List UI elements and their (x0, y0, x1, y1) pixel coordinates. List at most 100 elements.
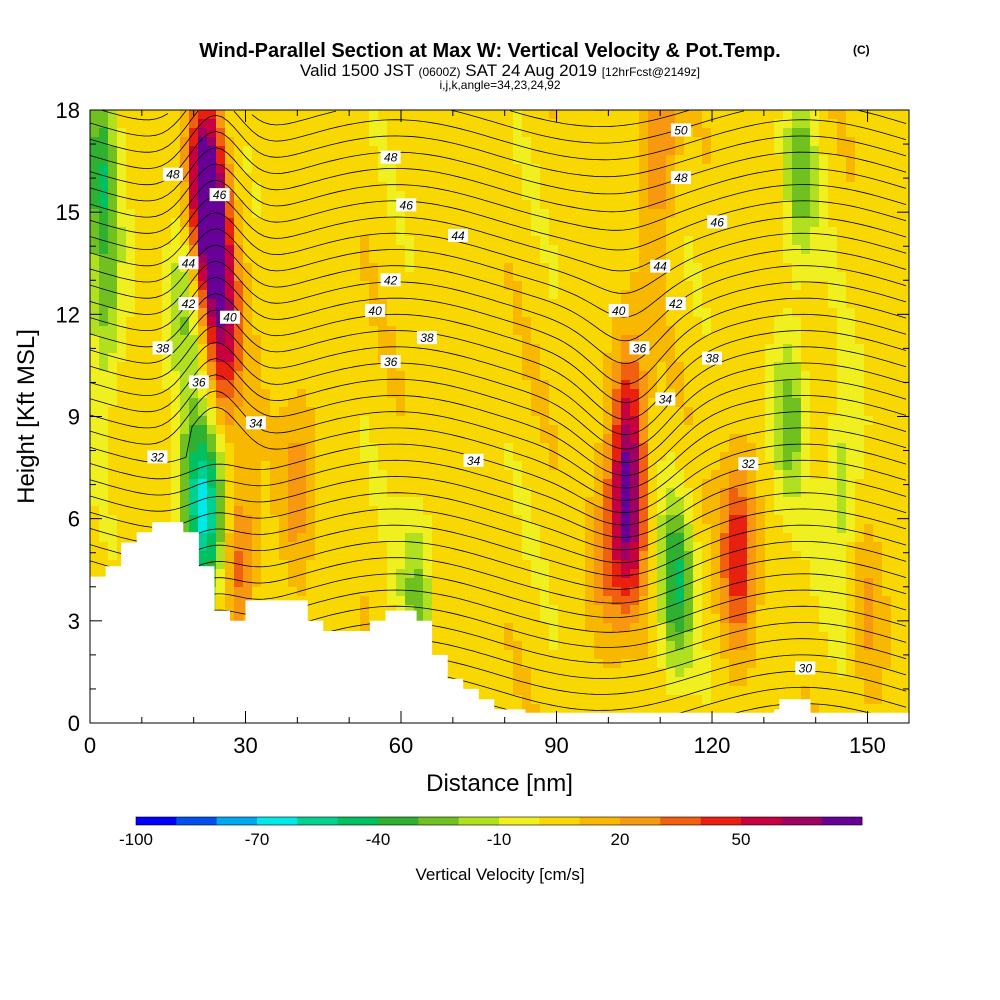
velocity-cell (648, 299, 658, 309)
velocity-cell (783, 344, 793, 354)
velocity-cell (342, 587, 352, 597)
velocity-cell (450, 425, 460, 435)
velocity-cell (819, 281, 829, 291)
velocity-cell (90, 254, 100, 264)
velocity-cell (504, 461, 514, 471)
velocity-cell (297, 119, 307, 129)
velocity-cell (99, 416, 109, 426)
velocity-cell (405, 128, 415, 138)
velocity-cell (540, 425, 550, 435)
velocity-cell (540, 416, 550, 426)
velocity-cell (639, 443, 649, 453)
velocity-cell (90, 389, 100, 399)
velocity-cell (864, 164, 874, 174)
velocity-cell (567, 479, 577, 489)
velocity-cell (153, 425, 163, 435)
velocity-cell (486, 497, 496, 507)
velocity-cell (378, 524, 388, 534)
velocity-cell (117, 389, 127, 399)
velocity-cell (657, 335, 667, 345)
velocity-cell (441, 164, 451, 174)
velocity-cell (603, 533, 613, 543)
velocity-cell (297, 515, 307, 525)
velocity-cell (513, 425, 523, 435)
velocity-cell (144, 317, 154, 327)
velocity-cell (432, 317, 442, 327)
velocity-cell (810, 497, 820, 507)
velocity-cell (216, 596, 226, 606)
velocity-cell (270, 335, 280, 345)
velocity-cell (477, 542, 487, 552)
velocity-cell (243, 353, 253, 363)
velocity-cell (648, 227, 658, 237)
velocity-cell (243, 380, 253, 390)
velocity-cell (513, 587, 523, 597)
velocity-cell (756, 164, 766, 174)
velocity-cell (90, 515, 100, 525)
velocity-cell (90, 452, 100, 462)
velocity-cell (846, 119, 856, 129)
velocity-cell (414, 479, 424, 489)
velocity-cell (504, 488, 514, 498)
velocity-cell (738, 326, 748, 336)
velocity-cell (693, 443, 703, 453)
velocity-cell (639, 533, 649, 543)
velocity-cell (765, 155, 775, 165)
velocity-cell (558, 506, 568, 516)
velocity-cell (792, 443, 802, 453)
velocity-cell (162, 200, 172, 210)
velocity-cell (315, 290, 325, 300)
velocity-cell (198, 443, 208, 453)
velocity-cell (459, 425, 469, 435)
velocity-cell (351, 425, 361, 435)
velocity-cell (513, 380, 523, 390)
velocity-cell (252, 218, 262, 228)
velocity-cell (531, 425, 541, 435)
velocity-cell (855, 110, 865, 120)
velocity-cell (432, 398, 442, 408)
velocity-cell (891, 272, 901, 282)
velocity-cell (837, 353, 847, 363)
velocity-cell (882, 479, 892, 489)
velocity-cell (513, 488, 523, 498)
velocity-cell (387, 137, 397, 147)
velocity-cell (396, 398, 406, 408)
velocity-cell (306, 434, 316, 444)
velocity-cell (549, 200, 559, 210)
velocity-cell (108, 524, 118, 534)
velocity-cell (648, 497, 658, 507)
velocity-cell (315, 173, 325, 183)
velocity-cell (477, 254, 487, 264)
velocity-cell (630, 281, 640, 291)
velocity-cell (243, 488, 253, 498)
velocity-cell (270, 128, 280, 138)
velocity-cell (729, 209, 739, 219)
velocity-cell (135, 362, 145, 372)
velocity-cell (603, 551, 613, 561)
velocity-cell (504, 551, 514, 561)
velocity-cell (126, 209, 136, 219)
velocity-cell (216, 137, 226, 147)
velocity-cell (675, 245, 685, 255)
velocity-cell (855, 173, 865, 183)
velocity-cell (603, 254, 613, 264)
velocity-cell (657, 317, 667, 327)
velocity-cell (135, 290, 145, 300)
velocity-cell (756, 254, 766, 264)
velocity-cell (342, 389, 352, 399)
velocity-cell (270, 299, 280, 309)
velocity-cell (117, 326, 127, 336)
velocity-cell (639, 371, 649, 381)
velocity-cell (855, 227, 865, 237)
velocity-cell (693, 227, 703, 237)
velocity-cell (396, 416, 406, 426)
velocity-cell (234, 344, 244, 354)
velocity-cell (117, 380, 127, 390)
velocity-cell (297, 137, 307, 147)
velocity-cell (171, 506, 181, 516)
velocity-cell (567, 173, 577, 183)
velocity-cell (315, 227, 325, 237)
velocity-cell (810, 371, 820, 381)
velocity-cell (594, 191, 604, 201)
velocity-cell (162, 119, 172, 129)
